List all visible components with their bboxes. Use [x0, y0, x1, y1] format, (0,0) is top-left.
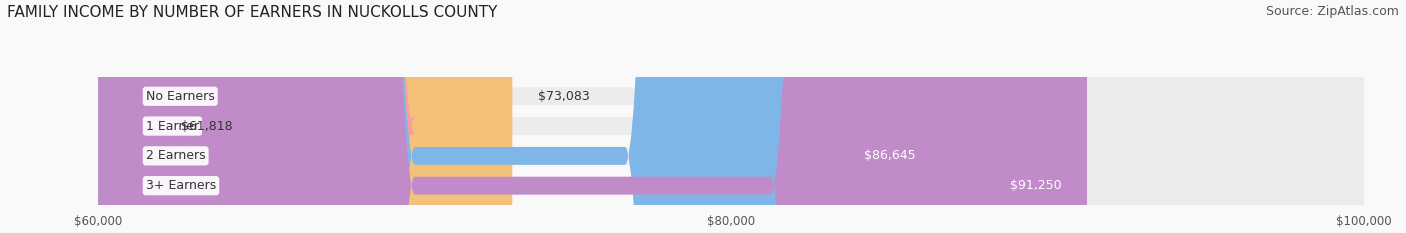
Text: $61,818: $61,818 [181, 120, 233, 133]
Text: No Earners: No Earners [146, 90, 215, 103]
FancyBboxPatch shape [98, 0, 512, 233]
FancyBboxPatch shape [98, 0, 942, 233]
FancyBboxPatch shape [0, 0, 415, 233]
FancyBboxPatch shape [98, 0, 1364, 233]
FancyBboxPatch shape [98, 0, 1364, 233]
Text: $91,250: $91,250 [1010, 179, 1062, 192]
Text: 2 Earners: 2 Earners [146, 149, 205, 162]
Text: 3+ Earners: 3+ Earners [146, 179, 217, 192]
Text: Source: ZipAtlas.com: Source: ZipAtlas.com [1265, 5, 1399, 18]
FancyBboxPatch shape [98, 0, 1364, 233]
FancyBboxPatch shape [98, 0, 1087, 233]
Text: FAMILY INCOME BY NUMBER OF EARNERS IN NUCKOLLS COUNTY: FAMILY INCOME BY NUMBER OF EARNERS IN NU… [7, 5, 498, 20]
Text: 1 Earner: 1 Earner [146, 120, 200, 133]
Text: $73,083: $73,083 [537, 90, 589, 103]
FancyBboxPatch shape [98, 0, 1364, 233]
Text: $86,645: $86,645 [865, 149, 917, 162]
